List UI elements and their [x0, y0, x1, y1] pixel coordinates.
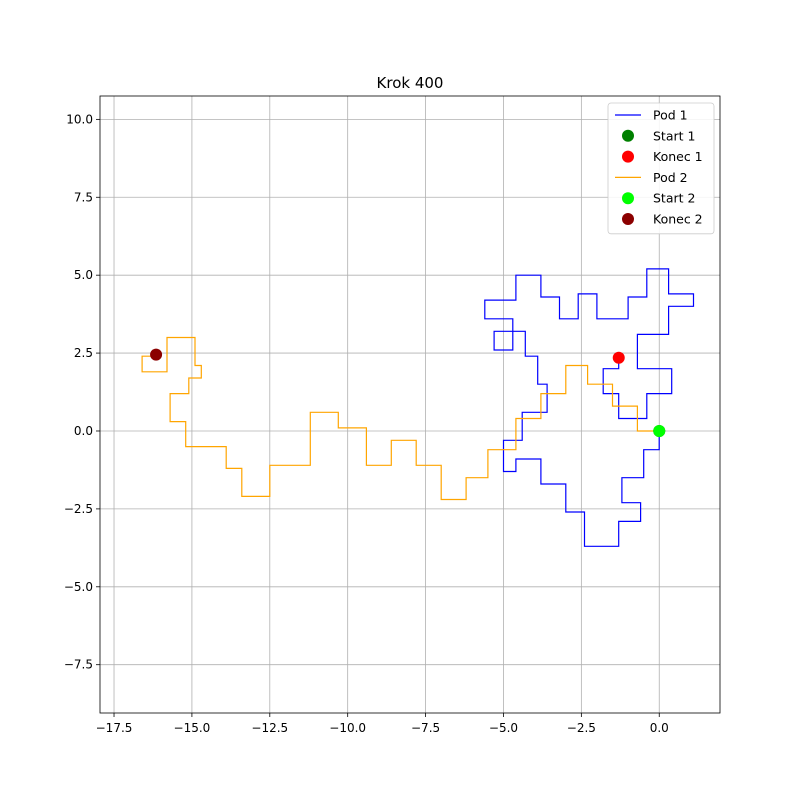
legend-label: Konec 1 — [653, 149, 703, 164]
x-tick-label: −2.5 — [567, 721, 596, 735]
y-tick-label: 5.0 — [74, 268, 93, 282]
y-tick-label: −2.5 — [64, 502, 93, 516]
legend-label: Pod 1 — [653, 108, 688, 123]
x-axis: −17.5 −15.0 −12.5 −10.0 −7.5 −5.0 −2.5 0.0 — [96, 713, 669, 735]
markers-layer — [150, 348, 666, 437]
series-line-1 — [484, 268, 695, 547]
x-tick-label: −17.5 — [96, 721, 133, 735]
marker-start-2 — [653, 424, 666, 437]
x-tick-label: −10.0 — [329, 721, 366, 735]
x-tick-label: −7.5 — [411, 721, 440, 735]
plot-frame — [99, 95, 721, 714]
legend-label: Pod 2 — [653, 170, 688, 185]
y-tick-label: −5.0 — [64, 580, 93, 594]
legend: Pod 1 Start 1 Konec 1 Pod 2 Start 2 Konec 2 — [607, 102, 715, 235]
chart-title: Krok 400 — [377, 74, 444, 92]
marker-konec-1 — [612, 351, 625, 364]
y-tick-label: 7.5 — [74, 190, 93, 204]
marker-konec-2 — [150, 348, 163, 361]
y-axis: −7.5 −5.0 −2.5 0.0 2.5 5.0 7.5 10.0 — [64, 112, 100, 672]
x-tick-label: −5.0 — [489, 721, 518, 735]
legend-label: Start 1 — [653, 128, 695, 143]
legend-marker-swatch — [622, 192, 634, 205]
series-line-2 — [141, 336, 660, 501]
series-layer — [141, 268, 695, 547]
y-tick-label: 10.0 — [66, 112, 93, 126]
x-tick-label: 0.0 — [650, 721, 669, 735]
legend-label: Start 2 — [653, 191, 695, 206]
legend-marker-swatch — [622, 150, 634, 163]
legend-marker-swatch — [622, 129, 634, 142]
x-tick-label: −15.0 — [174, 721, 211, 735]
y-tick-label: 0.0 — [74, 424, 93, 438]
legend-box — [607, 102, 715, 235]
y-tick-label: 2.5 — [74, 346, 93, 360]
legend-marker-swatch — [622, 213, 634, 225]
x-tick-label: −12.5 — [251, 721, 288, 735]
legend-label: Konec 2 — [653, 212, 703, 227]
y-tick-label: −7.5 — [64, 658, 93, 672]
